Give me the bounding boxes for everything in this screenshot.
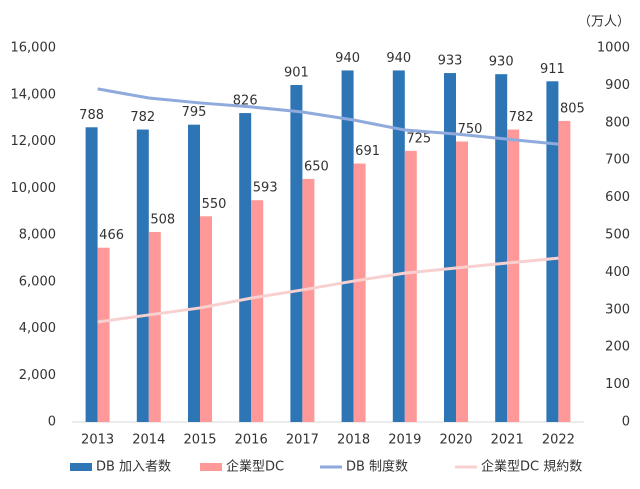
line bbox=[97, 87, 559, 146]
y2-tick-label: 200 bbox=[605, 340, 630, 355]
bar bbox=[85, 127, 98, 423]
y-tick-label: 16,000 bbox=[11, 41, 57, 56]
data-label: 782 bbox=[130, 110, 155, 125]
data-label: 933 bbox=[438, 54, 463, 69]
data-label: 725 bbox=[406, 131, 431, 146]
y2-tick-label: 700 bbox=[605, 153, 630, 168]
bar bbox=[251, 200, 264, 422]
data-label: 911 bbox=[540, 62, 565, 77]
y2-tick-label: 800 bbox=[605, 115, 630, 130]
bar bbox=[444, 73, 456, 423]
data-label: 650 bbox=[304, 159, 329, 174]
y2-tick-label: 900 bbox=[605, 78, 630, 93]
x-tick-label: 2014 bbox=[132, 433, 165, 448]
bar bbox=[456, 141, 468, 422]
bar bbox=[404, 150, 417, 422]
data-label: 805 bbox=[560, 101, 585, 116]
x-tick-label: 2015 bbox=[183, 433, 216, 448]
data-label: 691 bbox=[355, 144, 380, 159]
y-tick-label: 12,000 bbox=[11, 134, 57, 149]
bar bbox=[97, 247, 110, 422]
y2-tick-label: 1000 bbox=[597, 41, 630, 56]
data-label: 795 bbox=[182, 105, 207, 120]
bar bbox=[558, 120, 571, 423]
y2-tick-label: 500 bbox=[605, 228, 630, 243]
x-tick-label: 2020 bbox=[439, 433, 472, 448]
data-label: 940 bbox=[386, 51, 411, 66]
bar bbox=[495, 74, 508, 423]
y2-tick-label: 600 bbox=[605, 190, 630, 205]
data-label: 782 bbox=[509, 110, 534, 125]
bar bbox=[136, 129, 149, 423]
bar bbox=[200, 216, 212, 422]
bar bbox=[188, 124, 200, 423]
x-tick-label: 2018 bbox=[337, 433, 370, 448]
y-tick-label: 14,000 bbox=[11, 87, 57, 102]
data-label: 550 bbox=[202, 197, 227, 212]
y-tick-label: 10,000 bbox=[11, 181, 57, 196]
bar bbox=[546, 81, 559, 422]
data-label: 788 bbox=[79, 108, 104, 123]
y2-tick-label: 100 bbox=[605, 377, 630, 392]
data-label: 750 bbox=[458, 122, 483, 137]
bar bbox=[353, 163, 366, 423]
y-tick-label: 8,000 bbox=[19, 228, 56, 243]
data-label: 508 bbox=[150, 213, 175, 228]
y2-tick-label: 0 bbox=[622, 415, 630, 430]
bar bbox=[290, 85, 303, 422]
data-label: 901 bbox=[284, 66, 309, 81]
x-tick-label: 2013 bbox=[81, 433, 114, 448]
bar bbox=[239, 113, 252, 423]
bar bbox=[507, 129, 520, 423]
y-tick-label: 0 bbox=[48, 415, 56, 430]
legend-label: 企業型DC 規約数 bbox=[481, 459, 582, 475]
x-tick-label: 2016 bbox=[235, 433, 268, 448]
y2-tick-label: 400 bbox=[605, 265, 630, 280]
y-tick-label: 4,000 bbox=[19, 321, 56, 336]
x-tick-label: 2019 bbox=[388, 433, 421, 448]
x-tick-label: 2022 bbox=[542, 433, 575, 448]
line bbox=[97, 256, 559, 324]
bar bbox=[302, 178, 315, 422]
x-tick-label: 2021 bbox=[491, 433, 524, 448]
legend-label: DB 加入者数 bbox=[96, 460, 171, 475]
data-label: 593 bbox=[253, 181, 278, 196]
bar bbox=[148, 232, 161, 422]
x-tick-label: 2017 bbox=[286, 433, 319, 448]
legend-swatch bbox=[200, 463, 222, 471]
data-label: 466 bbox=[99, 228, 124, 243]
y2-axis-label: （万人） bbox=[578, 15, 630, 30]
legend-swatch bbox=[70, 463, 92, 471]
data-label: 940 bbox=[335, 51, 360, 66]
bar bbox=[392, 70, 405, 422]
legend-label: DB 制度数 bbox=[346, 459, 408, 475]
bar bbox=[341, 70, 354, 422]
y-tick-label: 2,000 bbox=[19, 368, 56, 383]
data-label: 930 bbox=[489, 55, 514, 70]
y-tick-label: 6,000 bbox=[19, 274, 56, 289]
legend-label: 企業型DC bbox=[226, 459, 284, 475]
y2-tick-label: 300 bbox=[605, 302, 630, 317]
